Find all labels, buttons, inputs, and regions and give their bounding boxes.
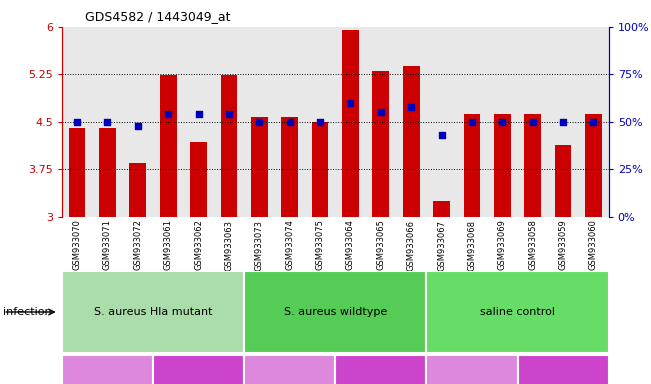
Bar (281, 118, 298, 217)
Bar (335, 355, 426, 384)
Text: GSM933069: GSM933069 (498, 220, 507, 270)
Point (254, 119, 264, 125)
Point (589, 119, 599, 125)
Bar (153, 355, 244, 384)
Text: GSM933059: GSM933059 (559, 220, 568, 270)
Point (436, 132, 447, 138)
Bar (221, 75, 237, 217)
Point (284, 119, 295, 125)
Bar (464, 114, 480, 217)
Point (527, 119, 538, 125)
Point (193, 111, 204, 118)
Text: GSM933061: GSM933061 (163, 220, 173, 270)
Text: GSM933074: GSM933074 (285, 220, 294, 270)
Text: infection: infection (3, 307, 52, 317)
Text: GSM933066: GSM933066 (407, 220, 416, 271)
Text: GSM933058: GSM933058 (528, 220, 537, 270)
Text: GSM933062: GSM933062 (194, 220, 203, 270)
Bar (342, 30, 359, 217)
Point (467, 119, 477, 125)
Bar (494, 114, 510, 217)
Text: GSM933072: GSM933072 (133, 220, 143, 270)
Point (133, 122, 143, 129)
Bar (244, 355, 335, 384)
Text: GSM933073: GSM933073 (255, 220, 264, 271)
Text: GSM933063: GSM933063 (225, 220, 234, 271)
Point (163, 111, 173, 118)
Point (558, 119, 568, 125)
Bar (372, 71, 389, 217)
Point (224, 111, 234, 118)
Point (315, 119, 326, 125)
Text: saline control: saline control (480, 307, 555, 317)
Point (345, 100, 355, 106)
Bar (434, 201, 450, 217)
Text: GDS4582 / 1443049_at: GDS4582 / 1443049_at (85, 10, 230, 23)
Bar (403, 66, 419, 217)
Bar (69, 127, 85, 217)
Bar (62, 271, 244, 353)
Point (376, 109, 386, 116)
Bar (426, 271, 609, 353)
Text: S. aureus Hla mutant: S. aureus Hla mutant (94, 307, 212, 317)
Text: GSM933071: GSM933071 (103, 220, 112, 270)
Point (406, 104, 417, 110)
Text: GSM933064: GSM933064 (346, 220, 355, 270)
Bar (426, 355, 518, 384)
Point (497, 119, 508, 125)
Text: GSM933068: GSM933068 (467, 220, 477, 271)
Bar (312, 122, 329, 217)
Bar (251, 118, 268, 217)
Bar (555, 146, 572, 217)
Bar (62, 355, 153, 384)
Text: S. aureus wildtype: S. aureus wildtype (284, 307, 387, 317)
Text: GSM933070: GSM933070 (72, 220, 81, 270)
Bar (99, 127, 116, 217)
Point (72, 119, 82, 125)
Bar (244, 271, 426, 353)
Bar (190, 142, 207, 217)
Text: GSM933060: GSM933060 (589, 220, 598, 270)
Bar (585, 114, 602, 217)
Bar (525, 114, 541, 217)
Bar (130, 163, 146, 217)
Text: GSM933065: GSM933065 (376, 220, 385, 270)
Text: GSM933067: GSM933067 (437, 220, 446, 271)
Text: GSM933075: GSM933075 (316, 220, 325, 270)
Bar (159, 75, 176, 217)
Bar (518, 355, 609, 384)
Point (102, 119, 113, 125)
